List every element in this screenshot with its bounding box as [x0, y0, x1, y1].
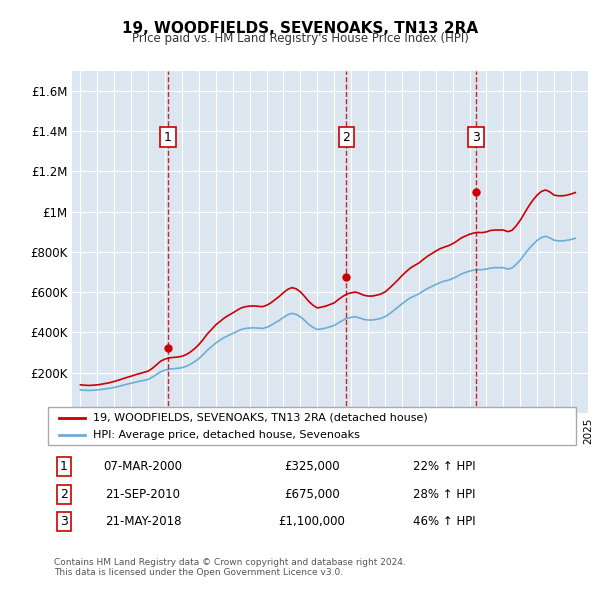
Text: 21-SEP-2010: 21-SEP-2010 [106, 488, 181, 501]
Text: £1,100,000: £1,100,000 [278, 515, 346, 528]
Text: 28% ↑ HPI: 28% ↑ HPI [413, 488, 475, 501]
Text: 22% ↑ HPI: 22% ↑ HPI [413, 460, 475, 473]
Text: Price paid vs. HM Land Registry's House Price Index (HPI): Price paid vs. HM Land Registry's House … [131, 32, 469, 45]
Text: 1: 1 [60, 460, 68, 473]
Text: HPI: Average price, detached house, Sevenoaks: HPI: Average price, detached house, Seve… [93, 430, 360, 440]
Text: £675,000: £675,000 [284, 488, 340, 501]
Text: 19, WOODFIELDS, SEVENOAKS, TN13 2RA (detached house): 19, WOODFIELDS, SEVENOAKS, TN13 2RA (det… [93, 413, 428, 423]
Text: 1: 1 [164, 131, 172, 144]
Text: 2: 2 [343, 131, 350, 144]
Text: 07-MAR-2000: 07-MAR-2000 [104, 460, 182, 473]
Text: 46% ↑ HPI: 46% ↑ HPI [413, 515, 475, 528]
Text: 3: 3 [60, 515, 68, 528]
Text: £325,000: £325,000 [284, 460, 340, 473]
Text: 19, WOODFIELDS, SEVENOAKS, TN13 2RA: 19, WOODFIELDS, SEVENOAKS, TN13 2RA [122, 21, 478, 35]
Text: Contains HM Land Registry data © Crown copyright and database right 2024.
This d: Contains HM Land Registry data © Crown c… [54, 558, 406, 577]
Text: 3: 3 [472, 131, 480, 144]
FancyBboxPatch shape [48, 407, 576, 445]
Text: 21-MAY-2018: 21-MAY-2018 [105, 515, 181, 528]
Text: 2: 2 [60, 488, 68, 501]
